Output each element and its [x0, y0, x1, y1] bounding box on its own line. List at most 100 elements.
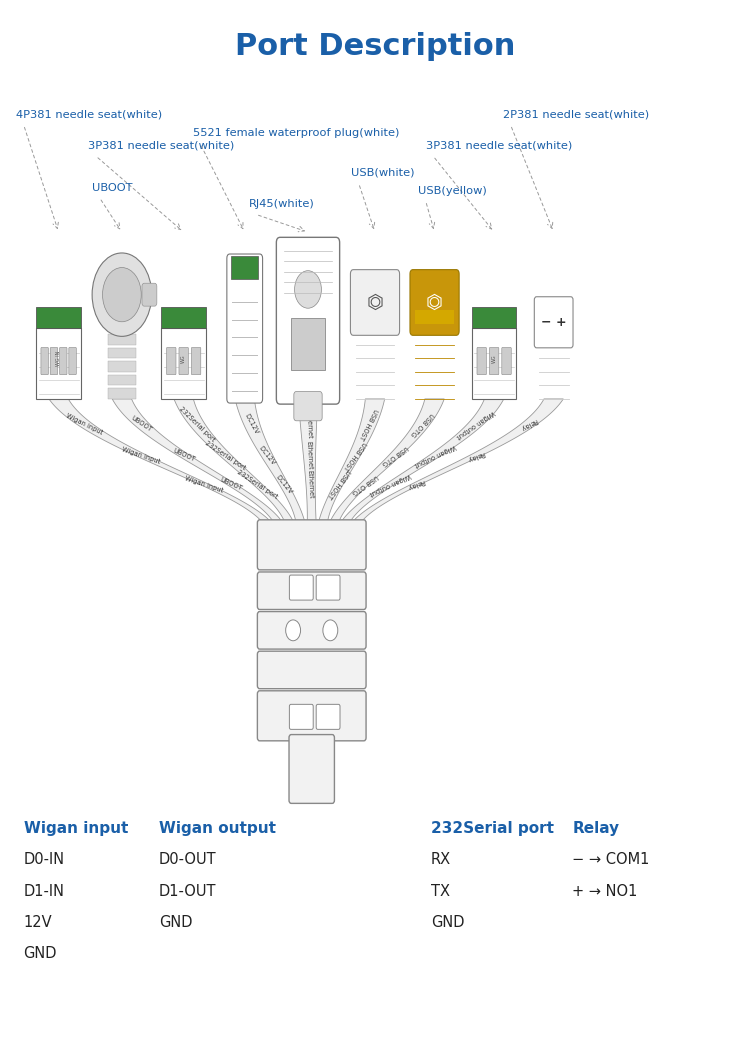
Polygon shape: [340, 399, 504, 523]
Text: GND: GND: [430, 915, 464, 930]
Circle shape: [103, 267, 141, 322]
Bar: [108, 348, 136, 358]
Text: USB HOST: USB HOST: [342, 440, 367, 471]
Text: DC12V: DC12V: [257, 444, 276, 466]
Text: 232Serial port: 232Serial port: [236, 468, 279, 500]
Text: −: −: [541, 315, 551, 329]
Text: UBOOT: UBOOT: [219, 477, 243, 492]
Circle shape: [92, 253, 152, 336]
FancyBboxPatch shape: [534, 297, 573, 348]
Text: 3P381 needle seat(white): 3P381 needle seat(white): [425, 140, 572, 151]
FancyBboxPatch shape: [316, 575, 340, 601]
Text: Wigan output: Wigan output: [413, 443, 457, 467]
FancyBboxPatch shape: [179, 347, 188, 375]
Bar: [472, 307, 517, 328]
FancyBboxPatch shape: [257, 651, 366, 689]
Circle shape: [323, 620, 338, 640]
Text: Relay: Relay: [572, 821, 620, 836]
Bar: [231, 256, 258, 279]
Text: USB HOST: USB HOST: [326, 468, 351, 500]
FancyBboxPatch shape: [142, 283, 157, 306]
Polygon shape: [49, 399, 272, 523]
FancyBboxPatch shape: [294, 392, 322, 421]
Text: 3P381 needle seat(white): 3P381 needle seat(white): [88, 140, 235, 151]
Text: 2P381 needle seat(white): 2P381 needle seat(white): [503, 110, 650, 119]
Text: D0-IN: D0-IN: [23, 852, 64, 868]
FancyBboxPatch shape: [50, 347, 58, 375]
Text: Ethernet: Ethernet: [305, 410, 312, 439]
FancyBboxPatch shape: [166, 347, 176, 375]
Bar: [108, 375, 136, 386]
FancyBboxPatch shape: [410, 269, 459, 335]
FancyBboxPatch shape: [502, 347, 512, 375]
Text: 232Serial port: 232Serial port: [178, 406, 216, 443]
Polygon shape: [318, 399, 385, 523]
FancyBboxPatch shape: [350, 269, 400, 335]
Bar: [161, 307, 206, 328]
FancyBboxPatch shape: [257, 520, 366, 570]
Text: Relay: Relay: [466, 450, 485, 461]
Text: Wigan input: Wigan input: [65, 413, 104, 436]
Text: ⏣: ⏣: [367, 293, 383, 312]
Text: USB(white): USB(white): [351, 168, 415, 178]
Text: UBOOT: UBOOT: [130, 415, 153, 433]
Circle shape: [295, 270, 322, 308]
Polygon shape: [352, 399, 563, 523]
FancyBboxPatch shape: [226, 254, 262, 403]
Text: 232Serial port: 232Serial port: [204, 440, 247, 472]
Text: Wigan output: Wigan output: [455, 409, 496, 439]
Text: Port Description: Port Description: [235, 32, 515, 61]
Text: 5521 female waterproof plug(white): 5521 female waterproof plug(white): [193, 128, 399, 138]
FancyBboxPatch shape: [59, 347, 67, 375]
FancyBboxPatch shape: [290, 575, 314, 601]
FancyBboxPatch shape: [257, 691, 366, 741]
Text: USB OTG: USB OTG: [350, 474, 379, 496]
Text: RX: RX: [430, 852, 451, 868]
FancyBboxPatch shape: [161, 328, 206, 399]
Text: D0-OUT: D0-OUT: [159, 852, 217, 868]
Text: Relay: Relay: [406, 479, 425, 490]
Polygon shape: [329, 399, 444, 523]
Polygon shape: [298, 399, 318, 523]
Text: DC12V: DC12V: [274, 474, 293, 495]
Text: USB(yellow): USB(yellow): [419, 185, 487, 196]
Text: UBOOT: UBOOT: [172, 447, 196, 463]
Text: WG: WG: [491, 354, 496, 363]
Text: Ethernet: Ethernet: [306, 441, 314, 470]
Text: GND: GND: [159, 915, 193, 930]
Bar: [36, 307, 81, 328]
Text: USB OTG: USB OTG: [381, 444, 409, 466]
Text: Wigan output: Wigan output: [159, 821, 276, 836]
Text: DC12V: DC12V: [244, 413, 260, 436]
Text: TX: TX: [430, 883, 450, 898]
Text: +: +: [556, 315, 566, 329]
FancyBboxPatch shape: [69, 347, 76, 375]
Text: WG IN: WG IN: [56, 351, 61, 367]
Text: + → NO1: + → NO1: [572, 883, 638, 898]
Bar: [108, 334, 136, 345]
Text: 12V: 12V: [23, 915, 52, 930]
FancyBboxPatch shape: [490, 347, 499, 375]
FancyBboxPatch shape: [191, 347, 201, 375]
Text: USB OTG: USB OTG: [410, 411, 434, 437]
Text: D1-OUT: D1-OUT: [159, 883, 217, 898]
FancyBboxPatch shape: [257, 572, 366, 610]
Text: Relay: Relay: [519, 417, 538, 431]
Bar: [108, 362, 136, 372]
FancyBboxPatch shape: [290, 704, 314, 729]
Text: Wigan input: Wigan input: [122, 446, 161, 464]
Text: Wigan input: Wigan input: [23, 821, 128, 836]
FancyBboxPatch shape: [289, 735, 334, 804]
Bar: [108, 389, 136, 399]
Text: WG: WG: [182, 354, 186, 363]
Text: RJ45(white): RJ45(white): [248, 199, 314, 210]
FancyBboxPatch shape: [41, 347, 48, 375]
Polygon shape: [174, 399, 294, 523]
Text: 4P381 needle seat(white): 4P381 needle seat(white): [16, 110, 162, 119]
Text: D1-IN: D1-IN: [23, 883, 64, 898]
FancyBboxPatch shape: [276, 237, 340, 405]
Polygon shape: [235, 399, 305, 523]
FancyBboxPatch shape: [472, 328, 517, 399]
FancyBboxPatch shape: [257, 612, 366, 649]
Text: Ethernet: Ethernet: [307, 470, 314, 499]
